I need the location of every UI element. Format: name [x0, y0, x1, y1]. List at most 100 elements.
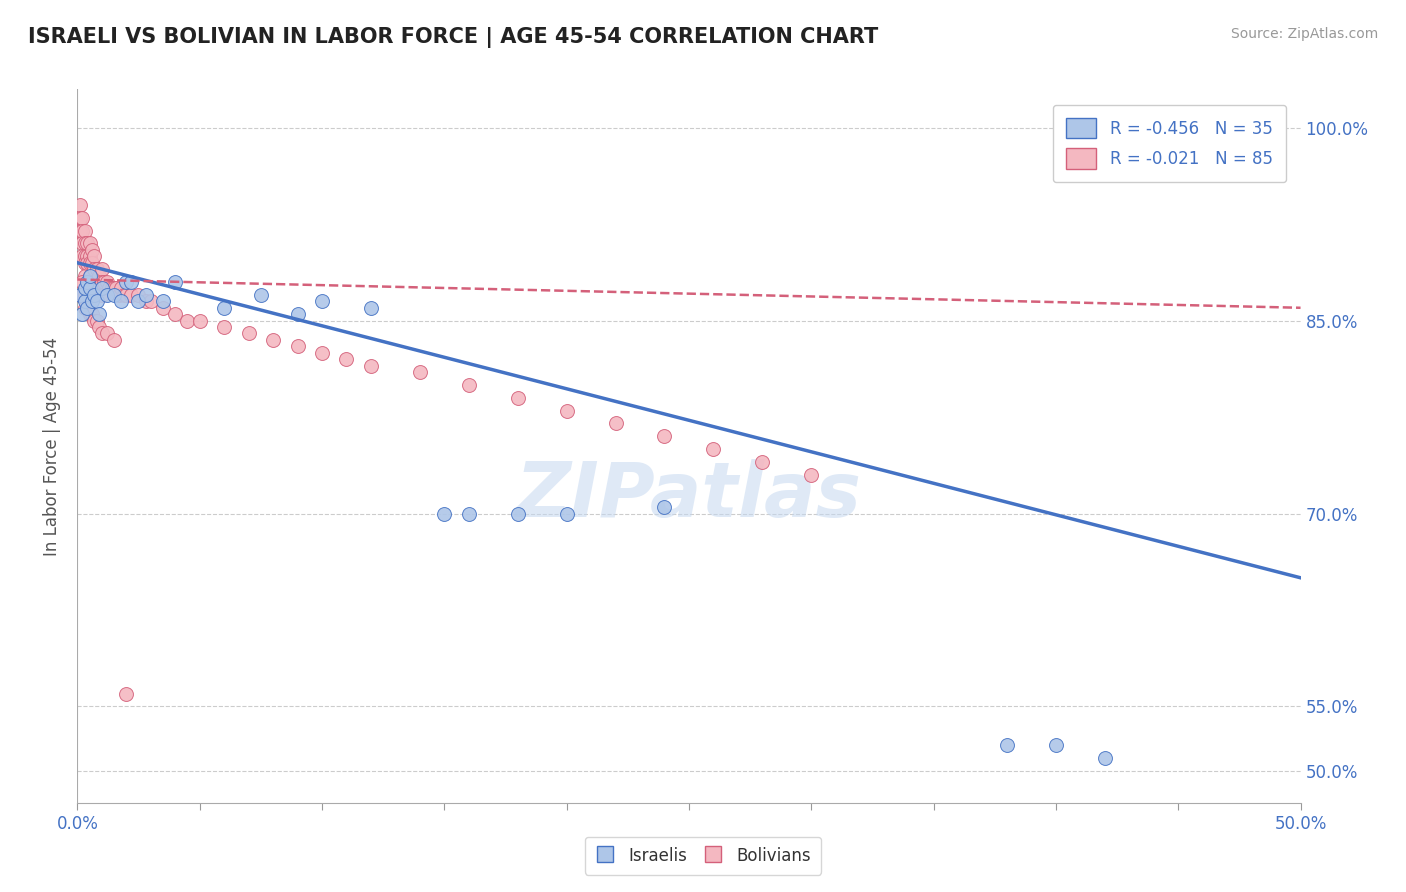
Text: Source: ZipAtlas.com: Source: ZipAtlas.com — [1230, 27, 1378, 41]
Point — [103, 333, 125, 347]
Point — [654, 500, 676, 514]
Point — [69, 211, 91, 225]
Point — [83, 262, 105, 277]
Point — [76, 256, 98, 270]
Point — [555, 507, 578, 521]
Point — [76, 236, 98, 251]
Legend: Israelis, Bolivians: Israelis, Bolivians — [585, 837, 821, 875]
Point — [995, 738, 1018, 752]
Point — [89, 268, 111, 283]
Point — [115, 686, 138, 700]
Point — [90, 281, 112, 295]
Point — [96, 288, 118, 302]
Point — [73, 294, 96, 309]
Point — [79, 268, 101, 283]
Point — [86, 275, 108, 289]
Point — [69, 198, 91, 212]
Point — [103, 281, 125, 295]
Point — [79, 307, 101, 321]
Point — [69, 224, 91, 238]
Point — [360, 359, 382, 373]
Point — [70, 236, 93, 251]
Point — [128, 294, 150, 309]
Point — [73, 281, 96, 295]
Point — [70, 224, 93, 238]
Point — [69, 288, 91, 302]
Point — [90, 262, 112, 277]
Point — [79, 281, 101, 295]
Point — [90, 326, 112, 341]
Point — [80, 243, 103, 257]
Point — [80, 275, 103, 289]
Text: ZIPatlas: ZIPatlas — [516, 459, 862, 533]
Point — [83, 288, 105, 302]
Point — [80, 288, 103, 302]
Point — [79, 256, 101, 270]
Point — [262, 333, 284, 347]
Point — [90, 288, 112, 302]
Point — [212, 301, 235, 315]
Point — [76, 275, 98, 289]
Point — [70, 307, 93, 321]
Point — [128, 288, 150, 302]
Point — [108, 288, 131, 302]
Point — [86, 262, 108, 277]
Point — [360, 301, 382, 315]
Point — [135, 294, 157, 309]
Point — [506, 507, 529, 521]
Point — [165, 275, 187, 289]
Point — [1094, 751, 1116, 765]
Point — [79, 236, 101, 251]
Point — [83, 249, 105, 263]
Point — [287, 339, 309, 353]
Point — [80, 294, 103, 309]
Point — [89, 307, 111, 321]
Point — [103, 288, 125, 302]
Point — [76, 249, 98, 263]
Point — [1045, 738, 1067, 752]
Point — [176, 313, 198, 327]
Legend: R = -0.456   N = 35, R = -0.021   N = 85: R = -0.456 N = 35, R = -0.021 N = 85 — [1053, 104, 1286, 182]
Point — [93, 275, 115, 289]
Point — [311, 345, 333, 359]
Point — [89, 320, 111, 334]
Point — [83, 275, 105, 289]
Point — [83, 313, 105, 327]
Point — [751, 455, 773, 469]
Point — [76, 301, 98, 315]
Point — [110, 294, 132, 309]
Point — [76, 301, 98, 315]
Point — [250, 288, 273, 302]
Point — [287, 307, 309, 321]
Point — [86, 294, 108, 309]
Point — [800, 467, 823, 482]
Point — [409, 365, 432, 379]
Point — [73, 249, 96, 263]
Point — [105, 281, 128, 295]
Point — [188, 313, 211, 327]
Point — [457, 507, 479, 521]
Point — [654, 429, 676, 443]
Point — [238, 326, 260, 341]
Point — [115, 275, 138, 289]
Point — [73, 268, 96, 283]
Point — [89, 281, 111, 295]
Point — [457, 378, 479, 392]
Point — [135, 288, 157, 302]
Point — [73, 256, 96, 270]
Point — [70, 288, 93, 302]
Point — [165, 307, 187, 321]
Point — [115, 288, 138, 302]
Point — [152, 294, 174, 309]
Point — [79, 249, 101, 263]
Point — [212, 320, 235, 334]
Point — [110, 281, 132, 295]
Point — [96, 326, 118, 341]
Point — [79, 281, 101, 295]
Point — [335, 352, 357, 367]
Point — [139, 294, 162, 309]
Point — [69, 288, 91, 302]
Point — [702, 442, 724, 457]
Point — [70, 211, 93, 225]
Point — [73, 288, 96, 302]
